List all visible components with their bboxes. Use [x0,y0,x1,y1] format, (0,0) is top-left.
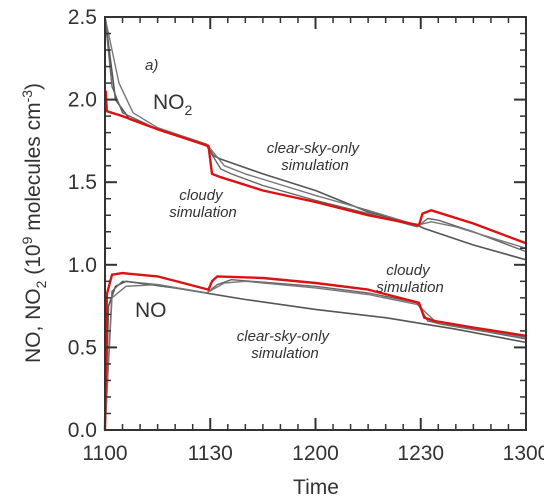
y-tick-label: 2.5 [68,6,97,29]
series-layer [103,16,528,432]
y-tick-label: 0.5 [68,336,97,359]
x-tick-label: 1100 [82,442,127,465]
y-tick-label: 0.0 [68,419,97,442]
x-tick-label: 1130 [188,442,233,465]
annotation-no-clear-sky: clear-sky-only simulation [237,328,333,362]
x-axis-title: Time [293,476,339,499]
tick-layer: 1100 1130 1200 1230 1300 0.0 0.5 1.0 1.5 2.0 2.5 [68,6,544,465]
y-tick-label: 1.5 [68,171,97,194]
y-tick-label: 1.0 [68,254,97,277]
series-line-4 [104,16,527,253]
series-line-5 [104,16,527,249]
annotation-no2-clear-sky: clear-sky-only simulation [267,140,363,174]
y-tick-label: 2.0 [68,89,97,112]
x-tick-label: 1230 [397,442,444,465]
y-axis-title: NO, NO2 (109 molecules cm-3) [19,83,49,363]
x-tick-label: 1300 [503,442,544,465]
annotation-no-cloudy: cloudy simulation [376,262,444,296]
series-line-2 [103,271,528,432]
x-tick-label: 1200 [292,442,339,465]
annotation-no2-cloudy: cloudy simulation [169,187,237,221]
series-line-1 [104,90,528,245]
no-species-label: NO [135,299,167,322]
series-line-7 [104,279,527,431]
no2-species-label: NO2 [153,91,193,118]
panel-label: a) [145,57,158,74]
